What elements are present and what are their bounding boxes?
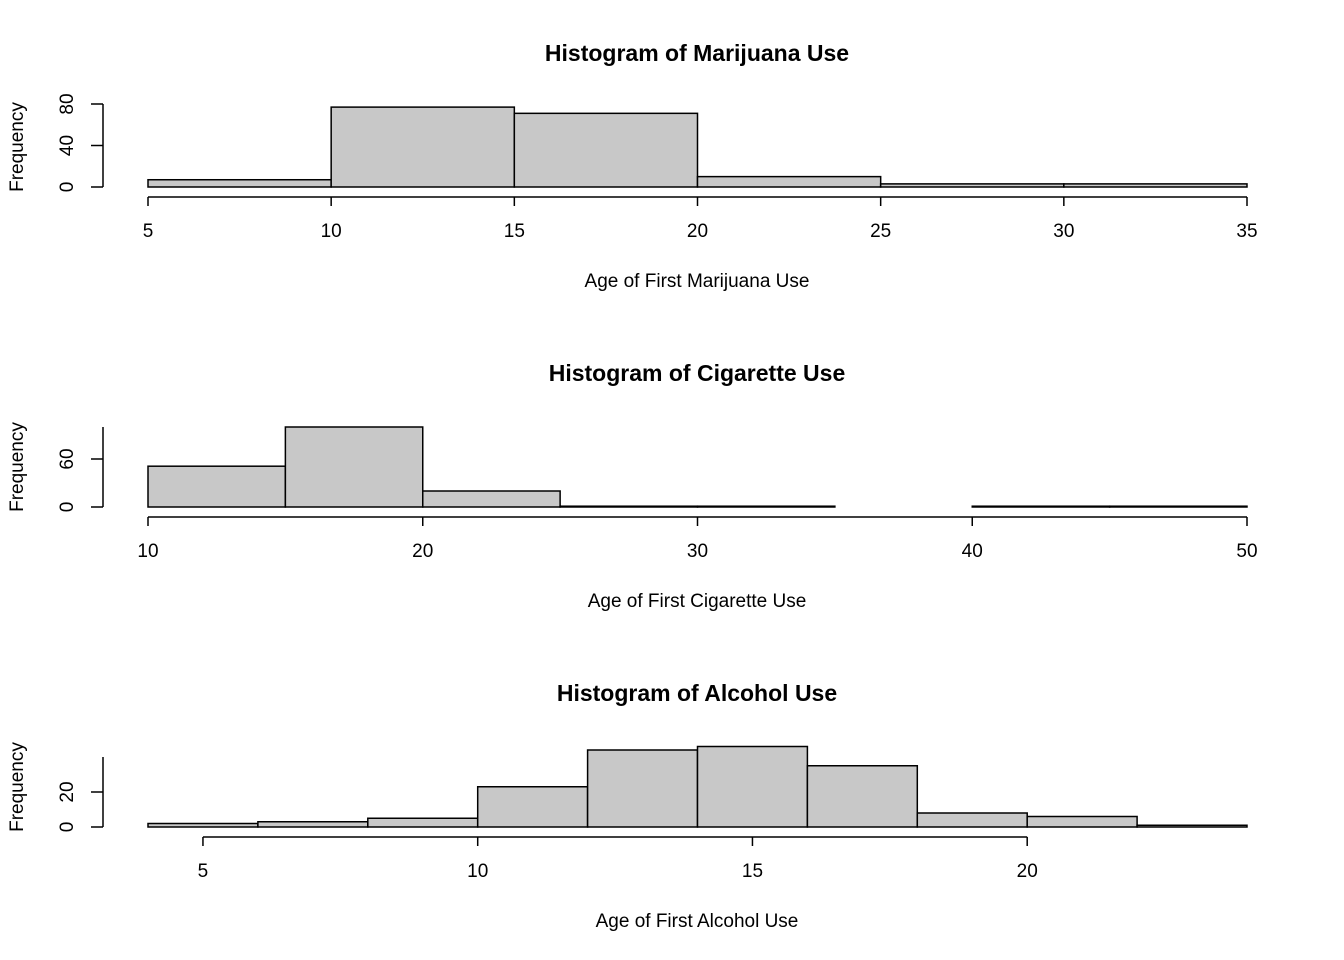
- y-tick-label: 20: [57, 781, 78, 802]
- bar: [367, 817, 479, 828]
- chart-title: Histogram of Alcohol Use: [557, 680, 837, 706]
- bar: [476, 786, 589, 828]
- x-tick-label: 30: [1053, 221, 1074, 242]
- bar: [147, 465, 287, 508]
- y-axis-label: Frequency: [7, 742, 28, 832]
- x-tick-label: 10: [467, 861, 488, 882]
- bar: [696, 175, 882, 188]
- bar: [422, 490, 561, 508]
- x-tick-label: 5: [198, 861, 209, 882]
- x-tick-label: 15: [742, 861, 763, 882]
- x-tick-label: 35: [1236, 221, 1257, 242]
- x-tick-label: 10: [137, 541, 158, 562]
- y-tick-label: 0: [57, 822, 78, 833]
- bar: [147, 822, 259, 828]
- y-axis-label: Frequency: [7, 422, 28, 512]
- x-tick-label: 20: [1017, 861, 1038, 882]
- x-tick-label: 40: [962, 541, 983, 562]
- bar: [916, 812, 1028, 828]
- bar: [330, 106, 516, 188]
- y-tick-label: 60: [57, 448, 78, 469]
- bar: [257, 821, 369, 828]
- x-tick-label: 25: [870, 221, 891, 242]
- x-axis-label: Age of First Alcohol Use: [596, 911, 799, 932]
- x-tick-label: 30: [687, 541, 708, 562]
- x-tick-label: 5: [143, 221, 154, 242]
- x-axis-label: Age of First Marijuana Use: [585, 271, 810, 292]
- y-tick-label: 80: [57, 93, 78, 114]
- bar: [971, 505, 1111, 508]
- x-tick-label: 20: [412, 541, 433, 562]
- chart-title: Histogram of Marijuana Use: [545, 40, 849, 66]
- bar: [1136, 824, 1248, 828]
- y-tick-label: 0: [57, 502, 78, 513]
- bar: [559, 505, 699, 508]
- x-tick-label: 10: [321, 221, 342, 242]
- x-tick-label: 50: [1236, 541, 1257, 562]
- x-tick-label: 20: [687, 221, 708, 242]
- x-axis-label: Age of First Cigarette Use: [588, 591, 807, 612]
- bar: [147, 178, 332, 188]
- bar: [284, 426, 424, 508]
- y-tick-label: 40: [57, 135, 78, 156]
- bar: [696, 505, 836, 508]
- x-tick-label: 15: [504, 221, 525, 242]
- bar: [806, 765, 919, 828]
- bar: [586, 749, 699, 828]
- y-axis-label: Frequency: [7, 102, 28, 192]
- chart-title: Histogram of Cigarette Use: [549, 360, 846, 386]
- bar: [513, 112, 699, 188]
- y-tick-label: 0: [57, 182, 78, 193]
- bar: [1026, 815, 1138, 828]
- bar: [879, 183, 1065, 188]
- bar: [696, 745, 809, 828]
- bar: [1063, 183, 1248, 188]
- bar: [1108, 505, 1248, 508]
